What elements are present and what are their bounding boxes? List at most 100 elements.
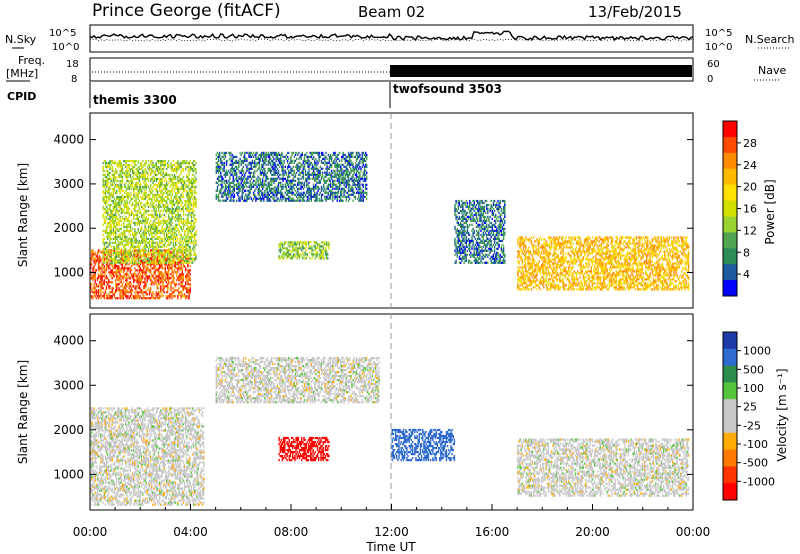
data-cell [117,245,119,248]
data-cell [173,183,176,187]
data-cell [289,161,291,164]
nsky-trace [89,30,694,42]
data-cell [115,199,117,203]
data-cell [170,201,172,205]
data-cell [180,273,182,276]
data-cell [187,239,189,242]
data-cell [173,291,176,294]
data-cell [132,231,134,234]
data-cell [180,187,182,191]
data-cell [321,193,324,196]
data-cell [178,283,180,286]
data-cell [171,221,173,224]
data-cell [191,183,194,187]
data-cell [132,201,134,205]
data-cell [154,229,156,232]
data-cell [127,269,129,272]
data-cell [307,177,309,180]
data-cell [269,157,272,160]
data-cell [154,199,156,203]
data-cell [175,289,178,292]
data-cell [111,257,113,260]
data-cell [312,185,315,188]
data-cell [297,183,299,186]
data-cell [116,189,118,193]
data-cell [102,263,104,266]
data-cell [190,177,193,181]
data-cell [185,247,187,250]
data-cell [118,175,120,179]
data-cell [188,227,190,230]
data-cell [164,177,167,181]
data-cell [180,265,182,268]
data-cell [330,175,333,178]
data-cell [107,207,109,210]
data-cell [122,275,125,278]
data-cell [325,179,327,182]
data-cell [187,169,189,173]
data-cell [112,219,115,222]
data-cell [215,195,217,198]
data-cell [327,177,329,180]
data-cell [102,229,104,232]
data-cell [160,287,162,290]
data-cell [226,193,229,196]
data-cell [155,207,158,210]
data-cell [274,191,276,194]
data-cell [303,195,306,198]
data-cell [137,195,139,199]
data-cell [134,295,136,298]
data-cell [181,195,184,199]
data-cell [116,261,118,264]
data-cell [234,169,237,172]
data-cell [119,297,121,300]
data-cell [238,191,240,194]
data-cell [168,257,170,260]
data-cell [260,165,263,168]
data-cell [240,171,242,174]
data-cell [271,181,273,184]
data-cell [137,273,139,276]
data-cell [221,159,223,162]
data-cell [139,287,142,290]
data-cell [152,243,154,246]
data-cell [91,255,93,258]
data-cell [250,161,253,164]
data-cell [318,187,320,190]
data-cell [178,215,180,218]
data-cell [153,195,155,199]
data-cell [121,179,124,183]
data-cell [174,237,177,240]
data-cell [246,167,248,170]
data-cell [265,179,267,182]
data-cell [182,193,185,197]
data-cell [147,275,150,278]
data-cell [180,219,182,222]
data-cell [115,171,117,175]
data-cell [152,235,154,238]
data-cell [294,153,297,156]
data-cell [177,177,179,181]
data-cell [163,291,165,294]
data-cell [108,271,110,274]
data-cell [226,171,229,174]
data-cell [282,173,284,176]
data-cell [127,253,129,256]
data-cell [262,185,264,188]
data-cell [266,177,268,180]
data-cell [172,281,174,284]
data-cell [187,243,189,246]
data-cell [149,289,152,292]
data-cell [135,168,137,171]
data-cell [134,205,136,208]
data-cell [162,169,164,173]
data-cell [143,219,145,222]
data-cell [282,197,284,200]
data-cell [162,199,164,203]
data-cell [185,277,187,280]
data-cell [223,193,225,196]
data-cell [134,247,136,250]
data-cell [159,291,161,294]
data-cell [135,241,137,244]
data-cell [311,153,314,156]
